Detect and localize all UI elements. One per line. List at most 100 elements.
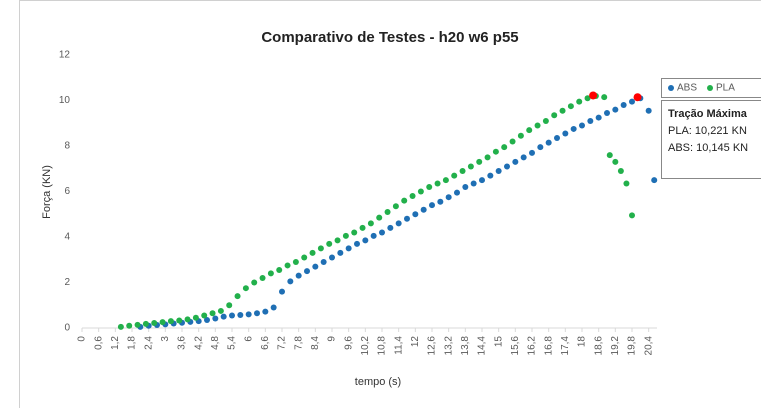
data-point xyxy=(354,240,360,247)
data-point xyxy=(409,193,416,200)
x-tick-label: 2,4 xyxy=(143,336,154,350)
data-point xyxy=(284,262,291,269)
data-point xyxy=(379,229,385,236)
x-axis-label: tempo (s) xyxy=(355,376,401,388)
data-point xyxy=(570,125,577,132)
data-point xyxy=(370,232,377,239)
data-point xyxy=(584,95,591,102)
x-tick-label: 19,2 xyxy=(610,336,621,356)
data-point xyxy=(351,229,358,236)
data-point xyxy=(276,266,283,273)
x-tick-label: 1,2 xyxy=(110,336,121,350)
data-point xyxy=(517,132,524,139)
data-point xyxy=(262,308,269,315)
data-point xyxy=(534,122,541,129)
x-tick-label: 10,8 xyxy=(377,336,388,356)
data-point xyxy=(587,117,594,124)
annotation-line: PLA: 10,221 KN xyxy=(668,125,747,137)
data-point xyxy=(492,148,499,155)
data-point xyxy=(279,288,285,295)
data-point xyxy=(209,310,216,317)
data-point xyxy=(342,232,349,239)
x-tick-label: 3,6 xyxy=(177,336,188,350)
y-tick-label: 10 xyxy=(59,95,71,106)
data-point xyxy=(579,122,585,129)
data-point xyxy=(345,245,352,252)
data-point xyxy=(326,240,333,247)
data-point xyxy=(392,203,399,210)
data-point xyxy=(134,321,141,328)
data-point xyxy=(337,249,344,256)
data-point xyxy=(412,211,419,218)
x-tick-label: 9 xyxy=(327,336,338,342)
data-point xyxy=(437,198,444,205)
data-point xyxy=(537,144,544,151)
x-tick-label: 6,6 xyxy=(260,336,271,350)
data-point xyxy=(387,224,394,231)
y-tick-label: 8 xyxy=(64,141,70,152)
x-tick-label: 10,2 xyxy=(360,336,371,356)
data-point xyxy=(329,254,335,261)
data-point xyxy=(212,315,219,322)
data-point xyxy=(126,322,133,329)
x-tick-label: 4,8 xyxy=(210,336,221,350)
annotation-box xyxy=(661,100,761,179)
data-point xyxy=(476,158,483,165)
x-tick-label: 16,2 xyxy=(527,336,538,356)
data-point xyxy=(251,279,258,286)
data-point xyxy=(304,268,310,275)
data-point xyxy=(484,154,491,161)
data-point xyxy=(401,197,408,204)
x-tick-label: 15,6 xyxy=(510,336,521,356)
data-point xyxy=(512,158,519,165)
legend-marker xyxy=(707,85,714,91)
data-point xyxy=(445,194,452,201)
x-tick-label: 11,4 xyxy=(393,336,404,355)
data-point xyxy=(417,188,424,195)
data-point xyxy=(617,168,624,175)
data-point xyxy=(509,138,516,145)
data-point xyxy=(479,177,485,184)
y-tick-label: 4 xyxy=(64,232,70,243)
data-point xyxy=(454,189,460,196)
data-point xyxy=(159,319,166,326)
data-point xyxy=(470,180,477,187)
data-point xyxy=(237,312,244,319)
data-point xyxy=(367,220,374,227)
data-point xyxy=(520,154,527,161)
x-tick-label: 7,2 xyxy=(277,336,288,350)
x-tick-label: 3 xyxy=(160,336,171,342)
data-point xyxy=(151,319,158,326)
x-tick-label: 12,6 xyxy=(427,336,438,356)
data-point xyxy=(292,259,299,266)
data-point xyxy=(217,307,224,314)
data-point xyxy=(117,323,124,330)
data-point xyxy=(620,102,627,109)
data-point xyxy=(451,172,458,179)
data-point xyxy=(487,172,494,179)
x-tick-label: 19,8 xyxy=(627,336,638,356)
max-point xyxy=(633,93,642,102)
data-point xyxy=(420,206,427,213)
data-point xyxy=(395,220,402,227)
data-point xyxy=(559,107,566,114)
data-point xyxy=(554,135,560,142)
data-point xyxy=(529,149,535,156)
annotation-line: ABS: 10,145 KN xyxy=(668,142,748,154)
data-point xyxy=(542,117,549,124)
data-point xyxy=(501,144,508,151)
max-point xyxy=(589,91,598,100)
data-point xyxy=(567,103,574,110)
data-point xyxy=(334,237,341,244)
data-point xyxy=(462,183,469,190)
data-point xyxy=(320,259,327,266)
data-point xyxy=(545,139,552,146)
data-point xyxy=(362,237,369,244)
data-point xyxy=(254,310,260,317)
data-point xyxy=(259,274,266,281)
data-point xyxy=(426,183,433,190)
data-point xyxy=(245,311,252,318)
data-point xyxy=(645,107,652,114)
data-point xyxy=(301,254,308,261)
data-point xyxy=(459,168,466,175)
